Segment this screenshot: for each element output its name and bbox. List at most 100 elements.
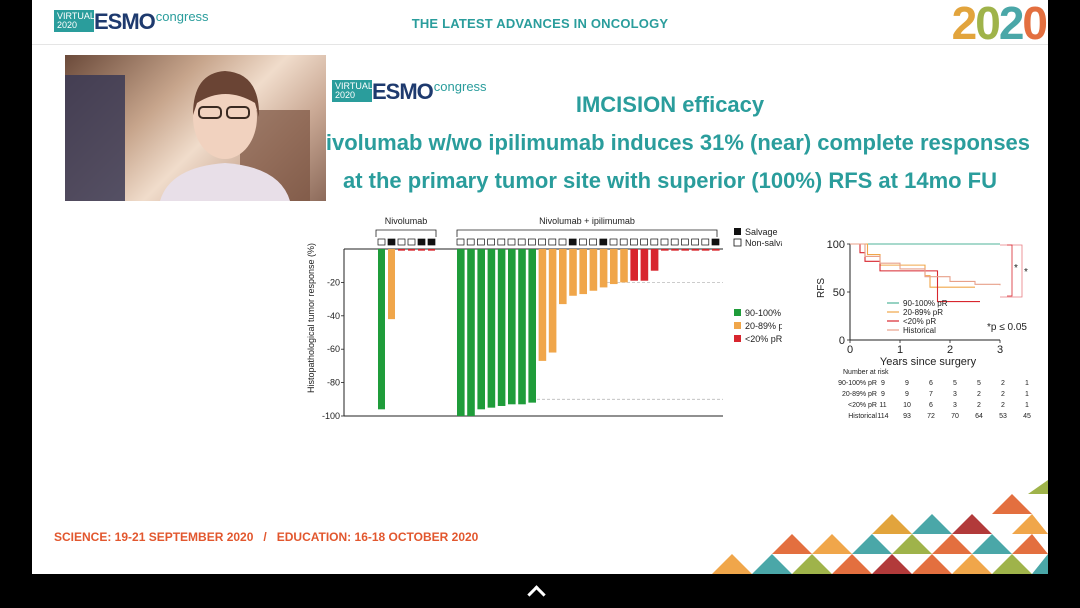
km-chart: RFS 0 50 100 0 1 2 3 Years since surgery 90-1… xyxy=(816,239,1031,420)
legend-salvage-marker xyxy=(734,228,741,235)
risk-cell: 5 xyxy=(977,380,981,387)
logo-brand: ESMO xyxy=(94,9,156,34)
year-digit: 2 xyxy=(951,0,978,49)
waterfall-bar xyxy=(388,249,395,320)
waterfall-bar xyxy=(508,249,516,405)
risk-cell: 6 xyxy=(929,402,933,409)
logo-year-text: 2020 xyxy=(57,20,78,30)
header-title: THE LATEST ADVANCES IN ONCOLOGY xyxy=(411,16,669,31)
legend-nonsalvage-marker xyxy=(733,238,742,247)
slide-logo-virtual-text: VIRTUAL xyxy=(335,81,373,91)
non-salvage-marker xyxy=(456,238,465,246)
km-series-line xyxy=(850,243,980,303)
risk-cell: 7 xyxy=(929,391,933,398)
presenter-shirt xyxy=(160,163,290,201)
waterfall-bar xyxy=(661,249,669,251)
risk-cell: 93 xyxy=(903,413,911,420)
waterfall-bar xyxy=(378,249,385,410)
waterfall-ytick-label: -40 xyxy=(327,311,340,321)
waterfall-bar xyxy=(548,249,557,353)
waterfall-bar xyxy=(589,249,598,291)
risk-cell: 1 xyxy=(1025,380,1029,387)
km-xtick-label: 3 xyxy=(997,344,1003,356)
risk-cell: 9 xyxy=(881,380,885,387)
non-salvage-marker xyxy=(558,238,567,246)
group-bracket-combo xyxy=(456,229,718,237)
waterfall-bar xyxy=(477,249,485,410)
km-ytick-label: 0 xyxy=(839,335,845,347)
waterfall-ytick-label: -100 xyxy=(322,411,340,421)
year-digit: 0 xyxy=(1022,0,1048,49)
salvage-marker xyxy=(427,238,436,246)
km-significance-star-1: * xyxy=(1014,263,1018,274)
risk-cell: 64 xyxy=(975,413,983,420)
km-xlabel: Years since surgery xyxy=(880,356,977,368)
waterfall-bar xyxy=(467,249,475,416)
logo-virtual-text: VIRTUAL xyxy=(57,11,95,21)
non-salvage-marker xyxy=(517,238,526,246)
non-salvage-marker xyxy=(397,238,406,246)
waterfall-bar xyxy=(538,249,547,361)
km-series-line xyxy=(850,243,1001,286)
presenter-glasses-right xyxy=(226,106,250,119)
slide-subtitle-line2: at the primary tumor site with superior … xyxy=(342,168,998,193)
salvage-marker xyxy=(711,238,720,246)
risk-cell: 6 xyxy=(929,380,933,387)
risk-cell: 3 xyxy=(953,402,957,409)
waterfall-bar xyxy=(691,249,700,251)
waterfall-ytick-label: -60 xyxy=(327,344,340,354)
waterfall-chart: Histopathological tumor response (%) -20… xyxy=(306,216,782,421)
waterfall-bar xyxy=(398,249,405,251)
waterfall-bar xyxy=(650,249,659,271)
risk-cell: 2 xyxy=(1001,391,1005,398)
km-annotation: *p ≤ 0.05 xyxy=(987,322,1027,333)
risk-row-label: 20-89% pR xyxy=(842,391,877,398)
risk-cell: 114 xyxy=(877,413,888,420)
waterfall-bar xyxy=(599,249,608,288)
waterfall-bar xyxy=(518,249,526,405)
waterfall-bar xyxy=(671,249,679,251)
bottom-nav-bar xyxy=(0,574,1080,608)
km-legend-label: <20% pR xyxy=(903,317,936,326)
non-salvage-marker xyxy=(660,238,669,246)
non-salvage-marker xyxy=(477,238,485,246)
risk-cell: 9 xyxy=(905,380,909,387)
waterfall-bar xyxy=(528,249,536,403)
risk-cell: 2 xyxy=(1001,402,1005,409)
km-ytick-label: 100 xyxy=(827,239,845,251)
waterfall-bar xyxy=(630,249,638,281)
waterfall-bar xyxy=(620,249,628,283)
km-significance-star-2: * xyxy=(1024,267,1028,278)
km-ytick-label: 50 xyxy=(833,287,845,299)
presenter-video[interactable] xyxy=(65,55,326,201)
non-salvage-marker xyxy=(407,238,416,246)
slide-logo-virtual-badge: VIRTUAL 2020 xyxy=(332,80,373,102)
year-digit: 2 xyxy=(998,0,1025,49)
waterfall-bar xyxy=(610,249,618,285)
slide-logo-brand: ESMO xyxy=(372,79,434,104)
risk-cell: 10 xyxy=(903,402,911,409)
non-salvage-marker xyxy=(579,238,587,246)
non-salvage-marker xyxy=(650,238,659,246)
slide-esmo-logo: VIRTUAL 2020 ESMO congress xyxy=(332,79,487,104)
risk-cell: 9 xyxy=(881,391,885,398)
km-xtick-label: 2 xyxy=(947,344,953,356)
km-legend-label: Historical xyxy=(903,326,936,335)
non-salvage-marker xyxy=(670,238,679,246)
risk-cell: 3 xyxy=(953,391,957,398)
non-salvage-marker xyxy=(691,238,699,246)
presenter-hair xyxy=(193,71,260,117)
km-xtick-label: 0 xyxy=(847,344,853,356)
waterfall-bar xyxy=(579,249,587,295)
salvage-marker xyxy=(568,238,577,246)
non-salvage-marker xyxy=(377,238,386,246)
slide-title: IMCISION efficacy xyxy=(575,92,765,117)
km-significance-bracket-2 xyxy=(1000,244,1023,298)
risk-cell: 11 xyxy=(879,402,886,409)
non-salvage-marker xyxy=(538,238,546,246)
non-salvage-marker xyxy=(640,238,648,246)
waterfall-bar xyxy=(640,249,649,281)
non-salvage-marker xyxy=(589,238,597,246)
presenter-silhouette xyxy=(65,71,310,201)
risk-cell: 1 xyxy=(1025,391,1029,398)
